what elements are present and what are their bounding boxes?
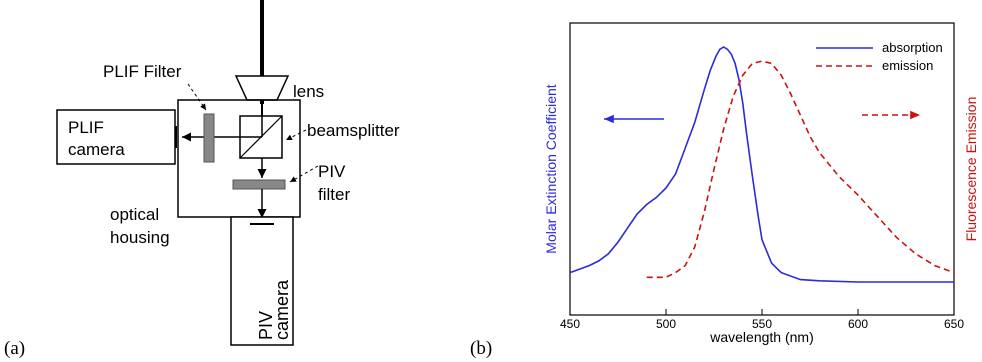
x-axis-ticks bbox=[569, 309, 955, 315]
plif-camera-label-1: PLIF bbox=[68, 118, 104, 137]
y-axis-label-left: Molar Extinction Coefficient bbox=[543, 84, 559, 253]
piv-filter-leader bbox=[289, 165, 319, 183]
x-tick-label: 600 bbox=[848, 317, 868, 331]
x-tick-label: 450 bbox=[560, 317, 580, 331]
y-axis-label-right: Fluorescence Emission bbox=[963, 97, 979, 242]
plif-camera-label-2: camera bbox=[68, 140, 125, 159]
spectra-chart: 450 500 550 600 650 absorption emission wave… bbox=[470, 22, 979, 359]
piv-camera-label-2: camera bbox=[272, 279, 292, 340]
housing-label-2: housing bbox=[110, 228, 170, 247]
plif-filter-label: PLIF Filter bbox=[103, 62, 182, 81]
absorption-series-line bbox=[569, 46, 954, 283]
x-axis-label: wavelength (nm) bbox=[709, 329, 814, 345]
piv-filter-plate bbox=[232, 179, 286, 190]
piv-filter-label-1: PIV bbox=[318, 162, 346, 181]
x-tick-label: 650 bbox=[944, 317, 964, 331]
emission-series-line bbox=[646, 60, 955, 279]
panel-b-label: (b) bbox=[470, 338, 492, 359]
lens-shape bbox=[234, 75, 290, 101]
legend-absorption-label: absorption bbox=[882, 40, 943, 55]
plif-filter-leader bbox=[187, 83, 207, 111]
legend-emission-label: emission bbox=[882, 58, 933, 73]
beamsplitter-label: beamsplitter bbox=[307, 121, 400, 140]
lens-label: lens bbox=[293, 82, 324, 101]
x-tick-label: 500 bbox=[656, 317, 676, 331]
beamsplitter-leader bbox=[285, 129, 307, 141]
chart-legend: absorption emission bbox=[816, 40, 943, 73]
piv-camera-label-1: PIV bbox=[256, 311, 276, 340]
piv-camera-box bbox=[230, 216, 294, 346]
piv-filter-label-2: filter bbox=[318, 185, 350, 204]
optical-setup-diagram: lens PLIF Filter PLIF camera beamsplitte… bbox=[4, 0, 400, 359]
panel-a-label: (a) bbox=[4, 338, 25, 359]
x-axis-tick-labels: 450 500 550 600 650 bbox=[560, 317, 964, 331]
plif-filter-plate bbox=[203, 113, 215, 163]
x-tick-label: 550 bbox=[752, 317, 772, 331]
housing-label-1: optical bbox=[110, 205, 159, 224]
plif-camera-box bbox=[56, 109, 176, 165]
